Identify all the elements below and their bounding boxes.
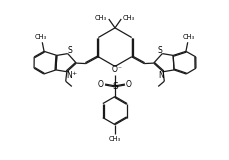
Text: S: S: [157, 46, 162, 55]
Text: N: N: [157, 71, 163, 80]
Text: O: O: [112, 65, 117, 74]
Text: O: O: [125, 80, 131, 89]
Text: CH₃: CH₃: [35, 34, 47, 40]
Text: O: O: [98, 80, 104, 89]
Text: CH₃: CH₃: [182, 34, 194, 40]
Text: ⁻: ⁻: [117, 64, 121, 73]
Text: S: S: [67, 46, 72, 55]
Text: N: N: [66, 71, 72, 80]
Text: S: S: [112, 82, 117, 91]
Text: CH₃: CH₃: [109, 136, 120, 142]
Text: CH₃: CH₃: [123, 15, 135, 21]
Text: +: +: [71, 72, 76, 76]
Text: CH₃: CH₃: [94, 15, 106, 21]
